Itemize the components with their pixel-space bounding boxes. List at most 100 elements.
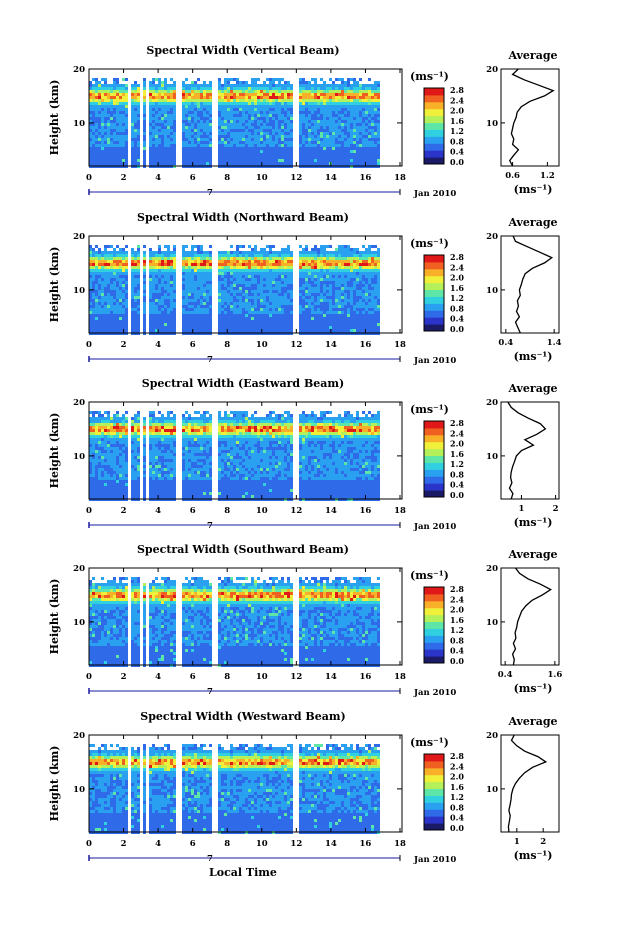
heatmap-cell xyxy=(347,269,350,272)
heatmap-cell xyxy=(341,251,344,254)
heatmap-cell xyxy=(227,329,230,332)
heatmap-cell xyxy=(137,329,140,332)
heatmap-cell xyxy=(302,96,305,99)
heatmap-cell xyxy=(152,129,155,132)
heatmap-cell xyxy=(344,138,347,141)
heatmap-cell xyxy=(161,308,164,311)
heatmap-cell xyxy=(254,78,257,81)
heatmap-cell xyxy=(287,84,290,87)
heatmap-cell xyxy=(197,144,200,147)
heatmap-cell xyxy=(95,141,98,144)
heatmap-cell xyxy=(218,162,221,165)
heatmap-cell xyxy=(362,93,365,96)
heatmap-cell xyxy=(242,254,245,257)
heatmap-cell xyxy=(260,254,263,257)
heatmap-cell xyxy=(326,293,329,296)
heatmap-cell xyxy=(311,323,314,326)
heatmap-cell xyxy=(329,320,332,323)
heatmap-cell xyxy=(113,296,116,299)
heatmap-cell xyxy=(251,105,254,108)
heatmap-cell xyxy=(245,162,248,165)
heatmap-cell xyxy=(206,126,209,129)
heatmap-cell xyxy=(152,290,155,293)
heatmap-cell xyxy=(197,108,200,111)
heatmap-cell xyxy=(125,269,128,272)
heatmap-cell xyxy=(251,281,254,284)
heatmap-cell xyxy=(353,129,356,132)
heatmap-cell xyxy=(248,254,251,257)
heatmap-cell xyxy=(200,138,203,141)
heatmap-cell xyxy=(308,299,311,302)
heatmap-cell xyxy=(155,117,158,120)
heatmap-cell xyxy=(272,266,275,269)
heatmap-cell xyxy=(239,245,242,248)
heatmap-cell xyxy=(320,93,323,96)
heatmap-cell xyxy=(347,153,350,156)
heatmap-cell xyxy=(221,150,224,153)
heatmap-cell xyxy=(317,93,320,96)
heatmap-cell xyxy=(185,296,188,299)
heatmap-cell xyxy=(134,90,137,93)
heatmap-cell xyxy=(254,263,257,266)
heatmap-cell xyxy=(260,126,263,129)
heatmap-cell xyxy=(359,272,362,275)
heatmap-cell xyxy=(287,162,290,165)
heatmap-cell xyxy=(143,317,146,320)
heatmap-cell xyxy=(323,278,326,281)
heatmap-cell xyxy=(338,275,341,278)
heatmap-cell xyxy=(173,293,176,296)
heatmap-cell xyxy=(335,320,338,323)
heatmap-cell xyxy=(224,138,227,141)
heatmap-cell xyxy=(323,320,326,323)
heatmap-cell xyxy=(242,96,245,99)
heatmap-cell xyxy=(89,99,92,102)
heatmap-cell xyxy=(173,296,176,299)
heatmap-cell xyxy=(137,141,140,144)
heatmap-cell xyxy=(173,269,176,272)
heatmap-cell xyxy=(182,105,185,108)
heatmap-cell xyxy=(236,114,239,117)
heatmap-cell xyxy=(224,162,227,165)
heatmap-cell xyxy=(173,272,176,275)
heatmap-cell xyxy=(269,266,272,269)
heatmap-cell xyxy=(233,320,236,323)
heatmap-cell xyxy=(248,275,251,278)
heatmap-cell xyxy=(218,260,221,263)
heatmap-cell xyxy=(131,257,134,260)
heatmap-cell xyxy=(158,102,161,105)
heatmap-cell xyxy=(317,114,320,117)
heatmap-cell xyxy=(290,326,293,329)
heatmap-cell xyxy=(122,278,125,281)
heatmap-cell xyxy=(371,123,374,126)
heatmap-cell xyxy=(236,78,239,81)
heatmap-cell xyxy=(155,305,158,308)
heatmap-cell xyxy=(374,126,377,129)
heatmap-cell xyxy=(368,144,371,147)
heatmap-cell xyxy=(326,147,329,150)
heatmap-cell xyxy=(308,302,311,305)
heatmap-cell xyxy=(347,326,350,329)
heatmap-cell xyxy=(188,159,191,162)
heatmap-cell xyxy=(368,102,371,105)
heatmap-cell xyxy=(263,93,266,96)
heatmap-cell xyxy=(329,275,332,278)
heatmap-cell xyxy=(89,260,92,263)
heatmap-cell xyxy=(335,275,338,278)
heatmap-cell xyxy=(119,311,122,314)
heatmap-cell xyxy=(347,290,350,293)
heatmap-cell xyxy=(224,96,227,99)
heatmap-cell xyxy=(245,111,248,114)
heatmap-cell xyxy=(137,114,140,117)
heatmap-cell xyxy=(206,293,209,296)
heatmap-cell xyxy=(260,138,263,141)
colorbar-tick-label: 2.8 xyxy=(450,85,464,95)
panel-title: Spectral Width (Northward Beam) xyxy=(137,211,349,224)
heatmap-cell xyxy=(101,293,104,296)
heatmap-cell xyxy=(137,293,140,296)
heatmap-cell xyxy=(116,323,119,326)
heatmap-cell xyxy=(143,281,146,284)
heatmap-cell xyxy=(311,287,314,290)
heatmap-cell xyxy=(242,281,245,284)
heatmap-cell xyxy=(272,245,275,248)
heatmap-cell xyxy=(248,281,251,284)
